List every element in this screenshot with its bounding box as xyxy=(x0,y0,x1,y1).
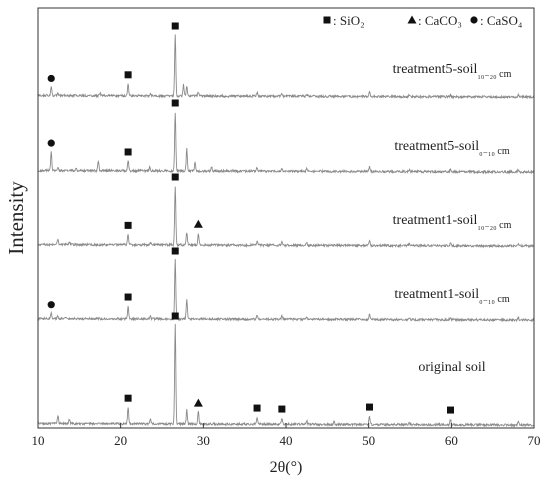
series-label: original soil xyxy=(418,360,485,375)
circle-peak-marker xyxy=(47,74,55,83)
legend-label: : SiO₂ xyxy=(333,13,365,28)
square-peak-marker xyxy=(124,148,132,156)
square-peak-marker xyxy=(124,394,132,402)
square-peak-marker xyxy=(171,312,179,320)
series-line xyxy=(37,259,535,323)
x-tick-label: 50 xyxy=(362,433,375,448)
plot-area: treatment5-soil₁₀₋₂₀ cm treatment5-soil₀₋… xyxy=(37,22,535,428)
legend-label: : CaSO₄ xyxy=(480,13,523,28)
legend-square-marker xyxy=(323,16,331,24)
x-tick-label: 30 xyxy=(197,433,210,448)
series-line xyxy=(37,186,534,249)
square-peak-marker xyxy=(447,406,455,414)
series-label: treatment5-soil₁₀₋₂₀ cm xyxy=(393,62,512,80)
legend-triangle-marker xyxy=(407,15,417,24)
square-peak-marker xyxy=(124,221,132,229)
square-peak-marker xyxy=(253,404,261,412)
square-peak-marker xyxy=(124,71,132,79)
series-label: treatment1-soil₀₋₁₀ cm xyxy=(394,287,509,305)
legend: : SiO₂ : CaCO₃ : CaSO₄ xyxy=(323,13,523,28)
square-peak-marker xyxy=(171,22,179,30)
series-label: treatment1-soil₁₀₋₂₀ cm xyxy=(393,213,512,231)
x-axis-label: 2θ(°) xyxy=(270,459,303,476)
legend-label: : CaCO₃ xyxy=(418,13,462,28)
triangle-peak-marker xyxy=(193,219,203,228)
triangle-peak-marker xyxy=(193,398,203,407)
series-line xyxy=(38,112,535,175)
x-tick-label: 60 xyxy=(445,433,458,448)
square-peak-marker xyxy=(124,293,132,301)
square-peak-marker xyxy=(171,99,179,107)
circle-peak-marker xyxy=(47,301,55,309)
x-tick-label: 20 xyxy=(114,433,127,448)
circle-peak-marker xyxy=(47,139,55,147)
square-peak-marker xyxy=(171,247,179,255)
square-peak-marker xyxy=(171,173,179,181)
x-tick-label: 40 xyxy=(280,433,293,448)
series-label: treatment5-soil₀₋₁₀ cm xyxy=(394,139,509,157)
legend-circle-marker xyxy=(470,16,478,24)
series-line xyxy=(37,34,535,100)
square-peak-marker xyxy=(365,403,373,411)
x-tick-label: 10 xyxy=(32,433,45,448)
y-axis-label: Intensity xyxy=(4,181,28,255)
x-ticks: 10 20 30 40 50 60 70 xyxy=(32,423,541,448)
square-peak-marker xyxy=(278,405,286,413)
x-tick-label: 70 xyxy=(528,433,541,448)
